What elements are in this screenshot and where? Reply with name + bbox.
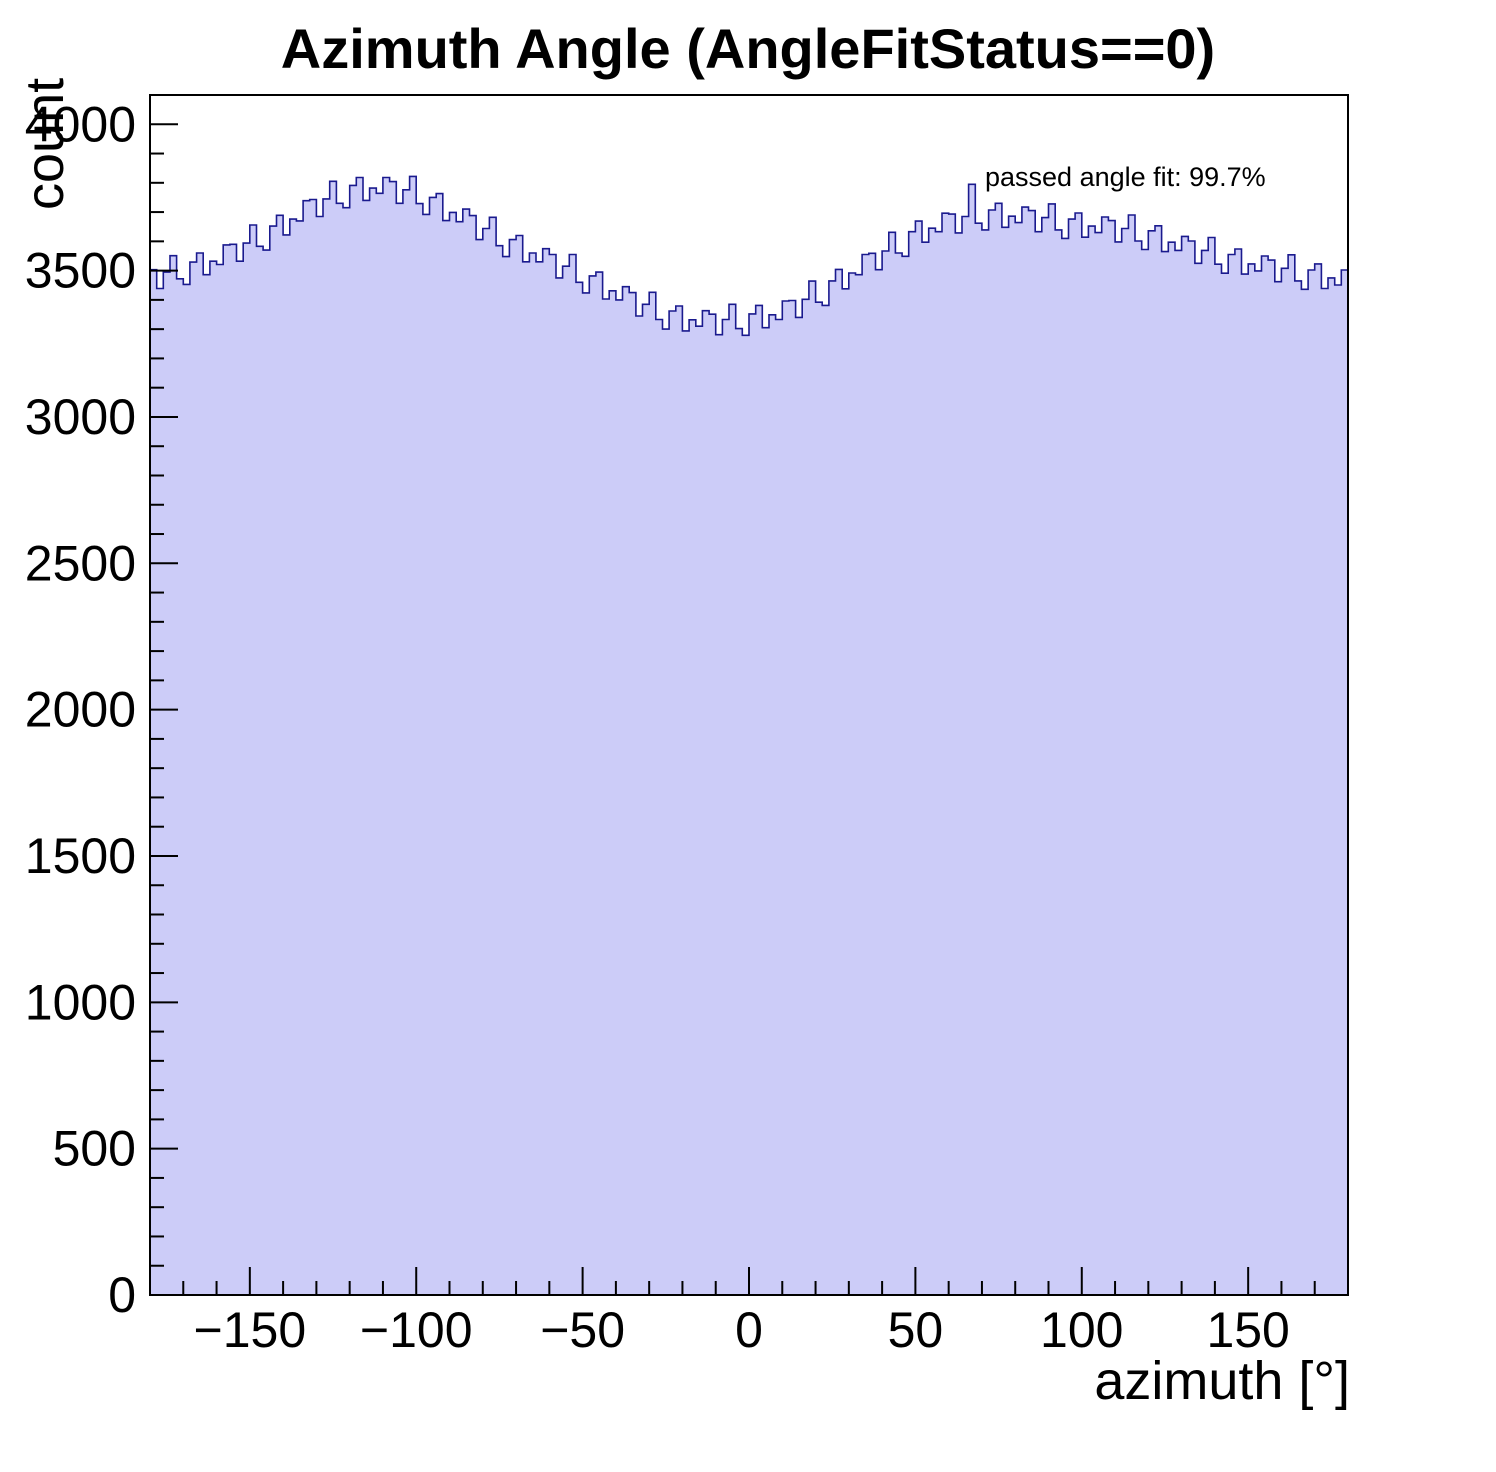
y-axis-label: count: [15, 77, 75, 210]
x-tick-label: 100: [1040, 1302, 1123, 1358]
histogram-area: [149, 175, 1349, 1296]
passed-fit-annotation: passed angle fit: 99.7%: [985, 162, 1266, 192]
y-tick-label: 4000: [25, 96, 136, 152]
y-tick-label: 2000: [25, 682, 136, 738]
y-tick-label: 0: [108, 1267, 136, 1323]
y-tick-label: 2500: [25, 535, 136, 591]
x-tick-label: −100: [360, 1302, 473, 1358]
y-tick-label: 3500: [25, 243, 136, 299]
x-tick-label: 50: [888, 1302, 944, 1358]
y-tick-label: 1500: [25, 828, 136, 884]
chart-title: Azimuth Angle (AngleFitStatus==0): [280, 17, 1216, 80]
x-tick-label: 0: [735, 1302, 763, 1358]
y-tick-label: 3000: [25, 389, 136, 445]
x-tick-label: 150: [1206, 1302, 1289, 1358]
x-tick-label: −50: [540, 1302, 625, 1358]
y-tick-label: 1000: [25, 974, 136, 1030]
x-axis-label: azimuth [°]: [1094, 1351, 1350, 1411]
x-tick-label: −150: [194, 1302, 307, 1358]
y-tick-label: 500: [53, 1121, 136, 1177]
